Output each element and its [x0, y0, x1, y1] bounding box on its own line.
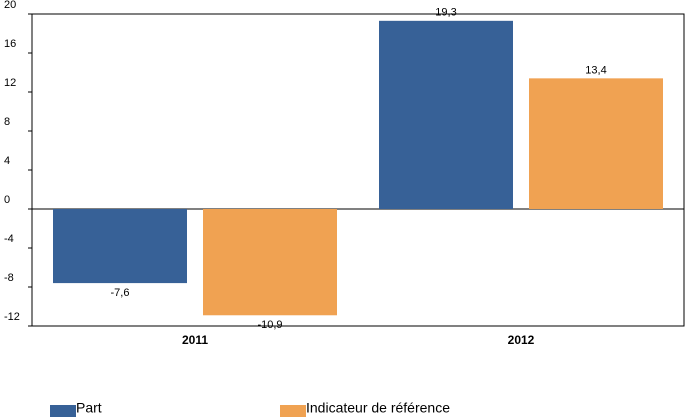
y-tick-label: 8: [4, 116, 10, 128]
x-tick-label: 2012: [508, 333, 535, 347]
value-label: -7,6: [111, 287, 130, 299]
legend-swatch: [50, 405, 76, 417]
bar: [203, 209, 337, 316]
legend-label: Indicateur de référence: [306, 400, 450, 416]
y-tick-label: 16: [4, 38, 16, 50]
y-tick-label: 20: [4, 0, 16, 11]
value-label: -10,9: [257, 319, 282, 331]
legend-label: Part: [76, 400, 102, 416]
y-tick-label: 12: [4, 77, 16, 89]
y-tick-label: 0: [4, 194, 10, 206]
y-tick-label: -12: [4, 311, 20, 323]
value-label: 13,4: [585, 64, 606, 76]
bar: [529, 78, 663, 209]
value-label: 19,3: [435, 7, 456, 19]
x-tick-label: 2011: [182, 333, 208, 347]
y-tick-label: -4: [4, 233, 14, 245]
bar: [53, 209, 187, 284]
y-tick-label: -8: [4, 272, 14, 284]
y-tick-label: 4: [4, 155, 10, 167]
legend-swatch: [280, 405, 306, 417]
bar: [379, 20, 513, 210]
